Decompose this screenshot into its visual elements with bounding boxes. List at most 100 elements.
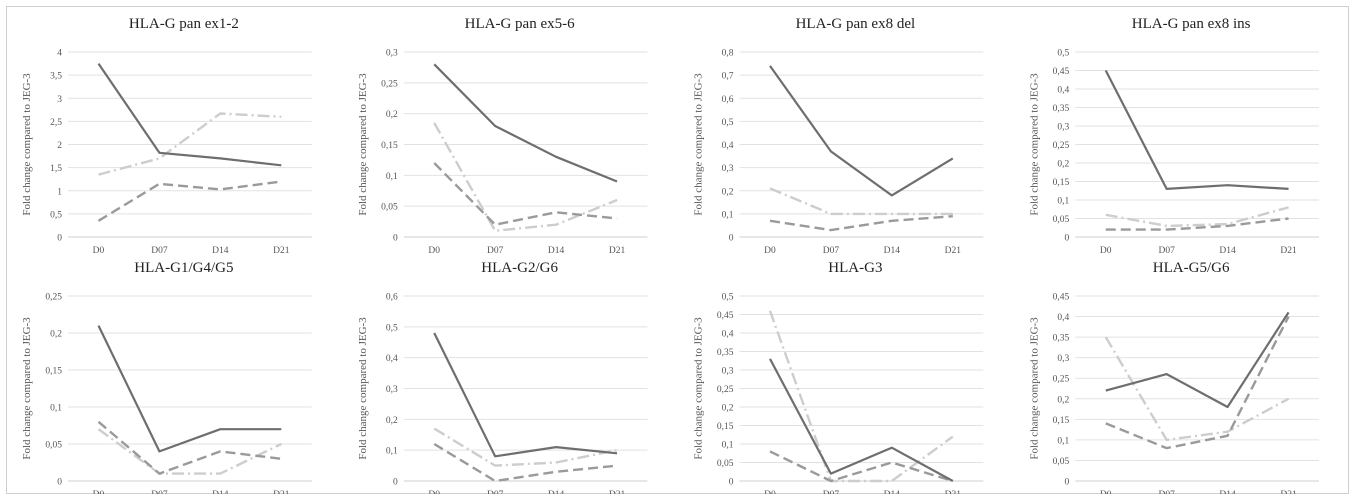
series-line: [769, 358, 954, 482]
y-tick-label: 0,5: [722, 118, 734, 128]
chart-panel: HLA-G pan ex1-2 Fold change compared to J…: [21, 16, 312, 256]
x-tick-label: D21: [945, 246, 962, 256]
chart-grid: HLA-G pan ex1-2 Fold change compared to J…: [21, 16, 1319, 494]
y-tick-label: 0,25: [45, 293, 62, 303]
y-tick-label: 0,3: [722, 367, 734, 377]
series-line: [1105, 217, 1289, 231]
y-tick-label: 0,15: [45, 367, 62, 377]
y-tick-label: 0: [393, 234, 398, 244]
x-tick-label: D14: [884, 490, 901, 494]
series-line: [769, 187, 953, 216]
y-tick-label: 2,5: [50, 118, 62, 128]
x-tick-label: D07: [1158, 246, 1175, 256]
y-tick-label: 0,4: [1057, 86, 1069, 96]
y-axis-label: Fold change compared to JEG-3: [21, 317, 33, 460]
y-tick-label: 0,1: [722, 210, 734, 220]
series-line: [433, 63, 618, 183]
series-line: [433, 122, 618, 233]
x-tick-label: D14: [1219, 246, 1236, 256]
y-tick-label: 0,45: [717, 311, 734, 321]
y-tick-label: 0,2: [1057, 160, 1069, 170]
x-tick-label: D14: [548, 246, 565, 256]
y-tick-label: 0,3: [386, 49, 398, 59]
y-tick-label: 0,5: [1057, 49, 1069, 59]
y-axis-label: Fold change compared to JEG-3: [693, 317, 705, 460]
series-line: [768, 310, 954, 483]
x-tick-label: D07: [487, 246, 504, 256]
y-tick-label: 0: [729, 478, 734, 488]
y-tick-label: 3: [57, 95, 62, 105]
x-tick-label: D21: [945, 490, 962, 494]
x-tick-label: D07: [151, 246, 168, 256]
y-tick-label: 0: [57, 478, 62, 488]
y-tick-label: 0,05: [717, 459, 734, 469]
y-tick-label: 3,5: [50, 72, 62, 82]
series-line: [433, 332, 618, 458]
y-tick-label: 0: [1065, 478, 1070, 488]
x-tick-label: D07: [823, 490, 840, 494]
y-tick-label: 0,3: [1057, 123, 1069, 133]
x-tick-label: D21: [609, 246, 626, 256]
y-tick-label: 0,2: [386, 416, 398, 426]
chart-title: HLA-G1/G4/G5: [134, 260, 233, 276]
y-tick-label: 0,5: [50, 210, 62, 220]
series-line: [1104, 336, 1290, 442]
chart-title: HLA-G pan ex8 del: [796, 16, 916, 32]
x-tick-label: D0: [1100, 490, 1112, 494]
y-tick-label: 0,3: [722, 164, 734, 174]
x-tick-label: D07: [487, 490, 504, 494]
y-tick-label: 0,05: [1053, 215, 1070, 225]
y-tick-label: 0,45: [1053, 293, 1070, 303]
y-tick-label: 0,05: [1053, 457, 1070, 467]
chart-panel: HLA-G2/G6 Fold change compared to JEG-3 0 0…: [357, 260, 648, 494]
y-axis-label: Fold change compared to JEG-3: [1028, 317, 1040, 460]
y-tick-label: 0,5: [722, 293, 734, 303]
chart-title: HLA-G2/G6: [481, 260, 558, 276]
series-line: [97, 62, 282, 167]
y-tick-label: 0,1: [1057, 436, 1069, 446]
x-tick-label: D07: [1158, 490, 1175, 494]
series-line: [98, 112, 282, 176]
x-tick-label: D21: [1280, 490, 1297, 494]
series-line: [433, 162, 618, 226]
x-tick-label: D0: [428, 490, 440, 494]
y-axis-label: Fold change compared to JEG-3: [21, 73, 33, 216]
series-line: [97, 420, 282, 475]
y-tick-label: 0,4: [1057, 313, 1069, 323]
series-line: [433, 442, 618, 483]
chart-title: HLA-G3: [828, 260, 882, 276]
y-tick-label: 0,4: [722, 141, 734, 151]
y-tick-label: 0,15: [381, 141, 398, 151]
series-line: [1104, 69, 1289, 190]
series-line: [1105, 311, 1290, 409]
y-tick-label: 0,05: [381, 203, 398, 213]
y-tick-label: 0,45: [1053, 67, 1070, 77]
y-tick-label: 1: [57, 187, 62, 197]
y-tick-label: 1,5: [50, 164, 62, 174]
y-axis-label: Fold change compared to JEG-3: [693, 73, 705, 216]
y-tick-label: 0: [393, 478, 398, 488]
y-tick-label: 0,25: [717, 385, 734, 395]
y-tick-label: 4: [57, 49, 62, 59]
y-tick-label: 0,25: [381, 79, 398, 89]
y-tick-label: 0,7: [722, 72, 734, 82]
series-line: [97, 180, 282, 222]
y-tick-label: 0,15: [1053, 416, 1070, 426]
y-tick-label: 0,25: [1053, 141, 1070, 151]
y-tick-label: 0,3: [386, 385, 398, 395]
y-tick-label: 0,8: [722, 49, 734, 59]
series-line: [769, 450, 954, 483]
chart-panel: HLA-G pan ex8 del Fold change compared to…: [693, 16, 984, 256]
y-tick-label: 0,15: [1053, 178, 1070, 188]
y-tick-label: 0,4: [386, 354, 398, 364]
y-axis-label: Fold change compared to JEG-3: [357, 317, 369, 460]
x-tick-label: D0: [764, 246, 776, 256]
y-tick-label: 0,6: [386, 293, 398, 303]
x-tick-label: D14: [212, 246, 229, 256]
y-tick-label: 0: [57, 234, 62, 244]
x-tick-label: D0: [93, 246, 105, 256]
chart-title: HLA-G pan ex1-2: [129, 16, 239, 32]
y-tick-label: 0,2: [722, 187, 734, 197]
y-tick-label: 0: [729, 234, 734, 244]
series-line: [769, 215, 953, 232]
